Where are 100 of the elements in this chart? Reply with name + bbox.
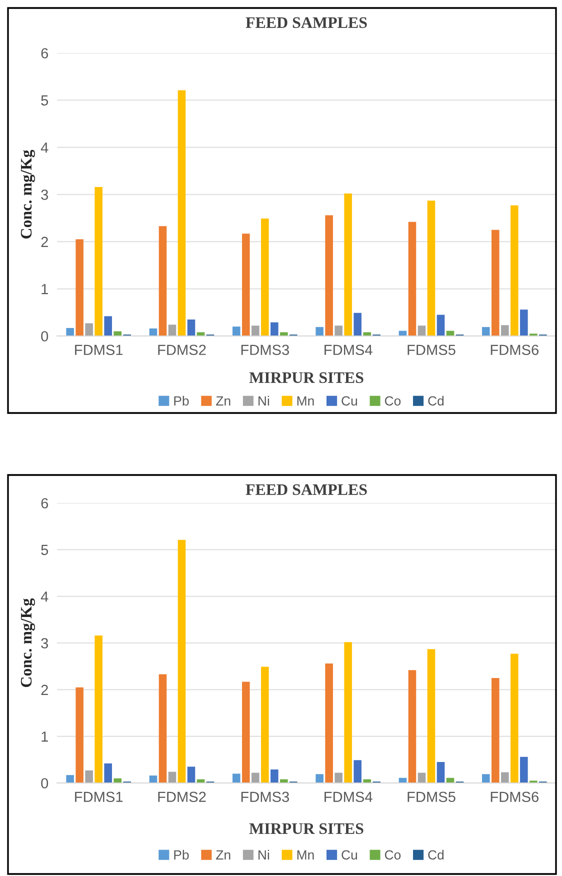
- chart-title: FEED SAMPLES: [246, 484, 367, 495]
- bar: [418, 772, 426, 783]
- bar: [270, 769, 278, 783]
- bar: [482, 774, 490, 783]
- legend-label: Co: [384, 850, 401, 860]
- bar: [436, 314, 445, 336]
- bar: [242, 234, 250, 336]
- bar: [354, 312, 362, 336]
- bar: [270, 322, 278, 336]
- x-tick-label: FDMS2: [158, 792, 206, 802]
- legend-label: Cu: [342, 850, 358, 860]
- y-tick-label: 4: [40, 592, 48, 602]
- bar: [280, 332, 288, 336]
- bar: [94, 636, 102, 783]
- bar: [363, 332, 371, 336]
- x-axis-title: MIRPUR SITES: [249, 823, 364, 834]
- legend-label: Pb: [174, 850, 189, 860]
- bar: [510, 205, 518, 336]
- bar: [344, 194, 352, 336]
- y-tick-label: 5: [41, 544, 48, 556]
- x-tick-label: FDMS1: [75, 792, 123, 802]
- bar: [501, 772, 509, 783]
- legend-label: Cu: [342, 396, 358, 406]
- x-tick-label: FDMS4: [324, 792, 372, 802]
- bar: [418, 326, 426, 336]
- bar: [408, 222, 416, 336]
- legend-label: Mn: [297, 396, 314, 406]
- bar: [158, 226, 167, 336]
- y-tick-label: 1: [42, 284, 48, 294]
- bar: [168, 324, 176, 336]
- bar: [261, 218, 269, 336]
- x-tick-label: FDMS1: [75, 344, 123, 356]
- y-tick-label: 0: [41, 778, 48, 788]
- bar: [85, 770, 93, 783]
- bar: [325, 664, 333, 783]
- bar: [316, 774, 324, 783]
- legend-label: Ni: [258, 850, 270, 860]
- bar: [76, 239, 84, 336]
- bar: [85, 323, 93, 336]
- bar: [178, 540, 186, 783]
- legend-label: Ni: [258, 396, 270, 406]
- bar: [344, 642, 352, 783]
- bar: [354, 760, 362, 783]
- bar: [316, 327, 324, 336]
- y-tick-label: 2: [41, 236, 48, 247]
- legend-label: Zn: [216, 850, 230, 860]
- bar: [510, 654, 518, 783]
- x-tick-label: FDMS2: [158, 344, 206, 356]
- bar: [104, 763, 112, 783]
- x-tick-label: FDMS5: [408, 344, 456, 356]
- bar: [482, 327, 490, 336]
- chart-title: FEED SAMPLES: [246, 17, 367, 28]
- bar: [325, 215, 333, 336]
- bar: [168, 772, 176, 783]
- y-axis-title: Conc. mg/Kg: [20, 150, 35, 239]
- bar: [501, 325, 509, 336]
- bar: [178, 90, 186, 336]
- x-axis-title: MIRPUR SITES: [249, 372, 364, 383]
- bar: [436, 762, 445, 783]
- bar: [242, 682, 250, 783]
- y-axis-title: Conc. mg/Kg: [20, 598, 35, 688]
- x-tick-label: FDMS3: [241, 344, 289, 356]
- bar: [232, 774, 240, 783]
- bar: [76, 687, 84, 783]
- legend-label: Cd: [428, 396, 444, 406]
- bar: [66, 328, 74, 336]
- legend-label: Co: [384, 396, 401, 406]
- bar: [261, 666, 269, 783]
- bar: [492, 230, 500, 336]
- bar: [158, 674, 167, 783]
- x-tick-label: FDMS6: [490, 792, 538, 802]
- y-tick-label: 1: [42, 732, 48, 742]
- bar: [104, 316, 112, 336]
- bar: [520, 310, 528, 336]
- y-tick-label: 0: [41, 331, 48, 342]
- bar: [252, 326, 260, 336]
- x-tick-label: FDMS4: [324, 344, 372, 356]
- bar: [66, 775, 74, 783]
- bar: [94, 186, 102, 336]
- bar: [187, 319, 196, 336]
- y-tick-label: 3: [41, 190, 48, 200]
- legend-label: Cd: [428, 850, 444, 860]
- bar: [187, 766, 196, 783]
- x-tick-label: FDMS5: [408, 792, 456, 802]
- bar: [492, 678, 500, 783]
- y-tick-label: 3: [41, 638, 48, 648]
- bar: [149, 776, 158, 783]
- bar: [252, 772, 260, 783]
- legend-label: Mn: [297, 850, 314, 860]
- x-tick-label: FDMS3: [241, 792, 289, 802]
- bar: [334, 326, 342, 336]
- legend-label: Pb: [174, 396, 189, 406]
- y-tick-label: 4: [40, 142, 48, 153]
- bar: [520, 756, 528, 783]
- bar: [334, 772, 342, 783]
- y-tick-label: 2: [41, 684, 48, 695]
- bar: [408, 670, 416, 783]
- bar: [232, 326, 240, 336]
- y-tick-label: 6: [41, 48, 48, 58]
- y-tick-label: 5: [41, 95, 48, 106]
